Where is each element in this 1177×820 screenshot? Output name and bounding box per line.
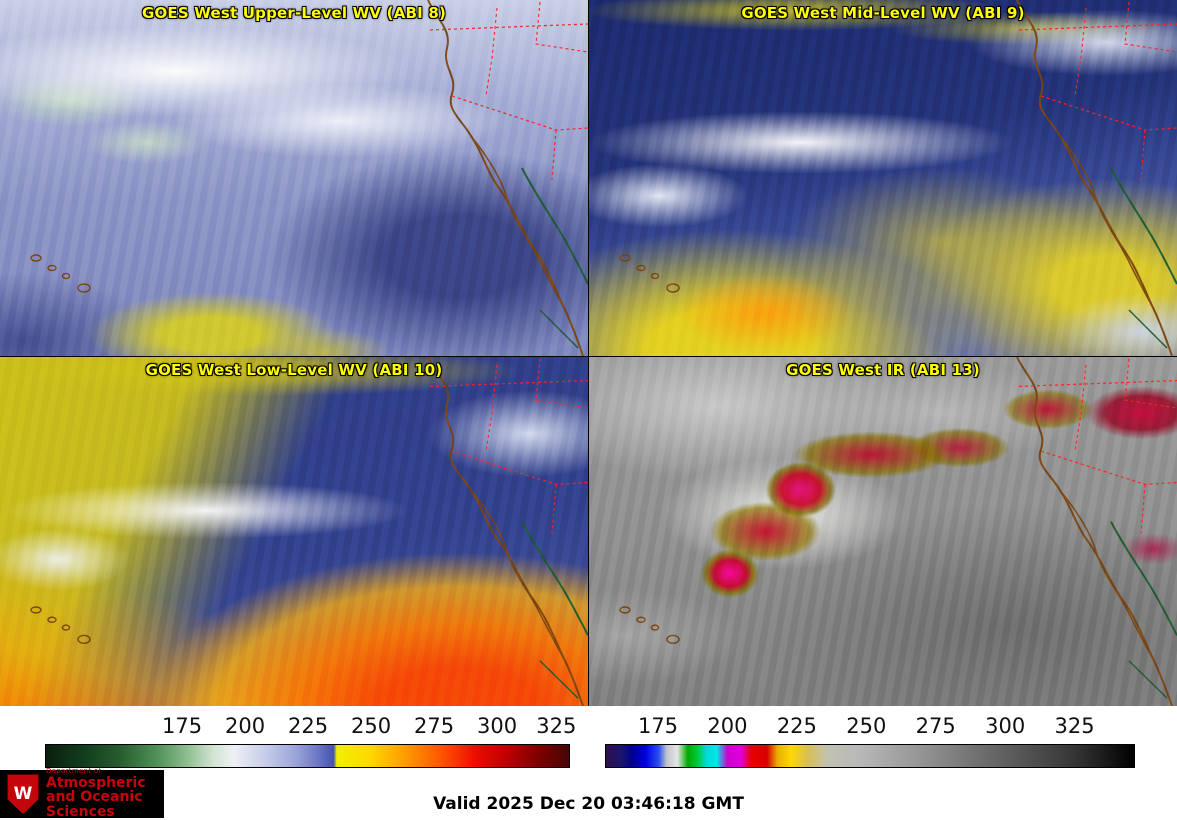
tick-label: 325 — [1054, 714, 1095, 738]
panel-upper-level-wv: GOES West Upper-Level WV (ABI 8) — [0, 0, 588, 356]
logo-dept-line: Department of — [46, 767, 102, 776]
crest-letter: W — [13, 784, 33, 804]
panel-ir: GOES West IR (ABI 13) — [589, 357, 1177, 706]
tick-label: 250 — [350, 714, 392, 738]
ir-colorbar: 175 200 225 250 275 300 325 — [589, 706, 1177, 768]
satellite-panel-grid: GOES West Upper-Level WV (ABI 8) GOES We… — [0, 0, 1177, 706]
footer: W Department of Atmospheric and Oceanic … — [0, 767, 1177, 820]
tick-label: 175 — [637, 714, 679, 738]
tick-label: 325 — [536, 714, 577, 738]
colorbar-row: 175 200 225 250 275 300 325 175 200 225 … — [0, 706, 1177, 768]
aos-logo-text: Department of Atmospheric and Oceanic Sc… — [46, 767, 164, 820]
tick-label: 275 — [915, 714, 956, 738]
wv-colorbar-ticks: 175 200 225 250 275 300 325 — [45, 706, 576, 744]
panel-mid-level-wv: GOES West Mid-Level WV (ABI 9) — [589, 0, 1177, 356]
aos-logo: W Department of Atmospheric and Oceanic … — [0, 767, 164, 820]
tick-label: 175 — [161, 714, 203, 738]
tick-label: 225 — [287, 714, 329, 738]
ir-colorbar-ticks: 175 200 225 250 275 300 325 — [605, 706, 1135, 744]
panel-title: GOES West IR (ABI 13) — [786, 361, 980, 379]
logo-line-1: Atmospheric — [46, 774, 146, 791]
tick-label: 200 — [707, 714, 748, 738]
panel-title: GOES West Upper-Level WV (ABI 8) — [141, 4, 447, 22]
tick-label: 300 — [476, 714, 518, 738]
valid-timestamp: Valid 2025 Dec 20 03:46:18 GMT — [433, 794, 744, 814]
tick-label: 200 — [224, 714, 266, 738]
tick-label: 300 — [985, 714, 1026, 738]
wv-colorbar-gradient — [45, 744, 570, 768]
panel-low-level-wv: GOES West Low-Level WV (ABI 10) — [0, 357, 588, 706]
tick-label: 250 — [846, 714, 887, 738]
map-overlay — [589, 0, 1177, 356]
map-overlay — [0, 357, 588, 706]
panel-title: GOES West Low-Level WV (ABI 10) — [145, 361, 443, 379]
tick-label: 275 — [413, 714, 455, 738]
logo-line-2: and Oceanic Sciences — [46, 789, 143, 820]
map-overlay — [0, 0, 588, 356]
panel-title: GOES West Mid-Level WV (ABI 9) — [741, 4, 1025, 22]
map-overlay — [589, 357, 1177, 706]
wv-colorbar: 175 200 225 250 275 300 325 — [0, 706, 589, 768]
tick-label: 225 — [776, 714, 817, 738]
ir-colorbar-gradient — [605, 744, 1135, 768]
